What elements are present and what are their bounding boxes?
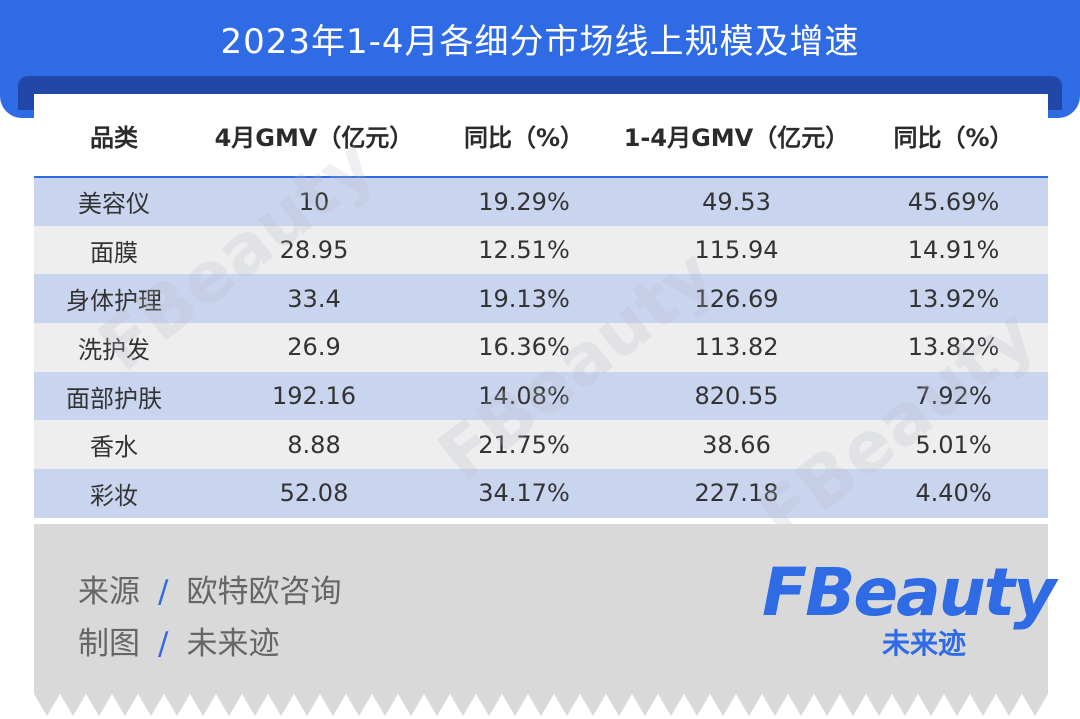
brand-logo-subtitle: 未来迹 [882,627,967,660]
brand-logo: FBeauty 未来迹 [762,554,1056,664]
cell-april-yoy: 21.75% [478,430,570,459]
table-row: 彩妆 52.08 34.17% 227.18 4.40% [34,469,1048,518]
cell-april-gmv: 28.95 [279,236,349,265]
cell-april-gmv: 33.4 [287,284,341,313]
cell-ytd-yoy: 45.69% [907,187,1000,216]
cell-category: 香水 [90,433,138,462]
cell-ytd-yoy: 7.92% [915,382,992,411]
cell-april-gmv: 52.08 [279,479,349,508]
cell-april-gmv: 26.9 [287,333,341,362]
cell-april-yoy: 16.36% [478,333,570,362]
zigzag-edge [34,694,1048,716]
brand-logo-wordmark: FBeauty [762,554,1056,631]
cell-april-yoy: 19.13% [478,284,570,313]
table-header-row: 品类 4月GMV（亿元） 同比（%） 1-4月GMV（亿元） 同比（%） [34,94,1048,178]
cell-category: 面膜 [90,238,138,267]
cell-ytd-yoy: 13.82% [907,333,1000,362]
cell-ytd-yoy: 4.40% [915,479,992,508]
maker-line: 制图 / 未来迹 [78,618,279,663]
cell-category: 彩妆 [90,481,138,510]
column-header-category: 品类 [34,94,194,178]
column-header-april-yoy: 同比（%） [434,94,614,178]
source-label: 来源 [78,574,140,610]
table-row: 面部护肤 192.16 14.08% 820.55 7.92% [34,371,1048,421]
column-header-ytd-gmv: 1-4月GMV（亿元） [614,94,859,178]
page-title: 2023年1-4月各细分市场线上规模及增速 [220,21,860,62]
cell-category: 面部护肤 [66,384,162,413]
cell-ytd-yoy: 13.92% [907,284,1000,313]
data-table: 品类 4月GMV（亿元） 同比（%） 1-4月GMV（亿元） 同比（%） 美容仪… [34,94,1048,518]
source-value: 欧特欧咨询 [186,574,342,610]
cell-april-yoy: 14.08% [478,382,570,411]
cell-ytd-gmv: 113.82 [694,333,779,362]
table-row: 面膜 28.95 12.51% 115.94 14.91% [34,225,1048,275]
cell-ytd-gmv: 38.66 [702,430,771,459]
cell-april-yoy: 12.51% [478,236,570,265]
separator-slash: / [158,574,169,610]
separator-slash: / [158,626,169,662]
table-row: 身体护理 33.4 19.13% 126.69 13.92% [34,274,1048,324]
footer: 来源 / 欧特欧咨询 制图 / 未来迹 FBeauty 未来迹 [34,524,1056,694]
table-row: 洗护发 26.9 16.36% 113.82 13.82% [34,323,1048,372]
cell-category: 洗护发 [78,335,150,364]
cell-category: 身体护理 [66,287,162,316]
cell-april-yoy: 19.29% [478,187,570,216]
table-card: 品类 4月GMV（亿元） 同比（%） 1-4月GMV（亿元） 同比（%） 美容仪… [34,94,1050,557]
source-line: 来源 / 欧特欧咨询 [78,566,341,611]
cell-ytd-yoy: 14.91% [907,236,1000,265]
column-header-april-gmv: 4月GMV（亿元） [194,94,434,178]
cell-april-yoy: 34.17% [478,479,570,508]
cell-ytd-yoy: 5.01% [915,430,992,459]
cell-april-gmv: 192.16 [272,382,356,411]
cell-ytd-gmv: 126.69 [694,284,779,313]
cell-april-gmv: 10 [298,187,330,216]
table-row: 美容仪 10 19.29% 49.53 45.69% [34,177,1048,226]
cell-ytd-gmv: 820.55 [694,382,779,411]
cell-ytd-gmv: 115.94 [694,236,779,265]
cell-ytd-gmv: 49.53 [702,187,771,216]
cell-ytd-gmv: 227.18 [694,479,779,508]
column-header-ytd-yoy: 同比（%） [859,94,1048,178]
cell-april-gmv: 8.88 [287,430,341,459]
maker-label: 制图 [78,626,140,662]
cell-category: 美容仪 [78,190,150,219]
table-row: 香水 8.88 21.75% 38.66 5.01% [34,420,1048,470]
maker-value: 未来迹 [186,626,280,662]
